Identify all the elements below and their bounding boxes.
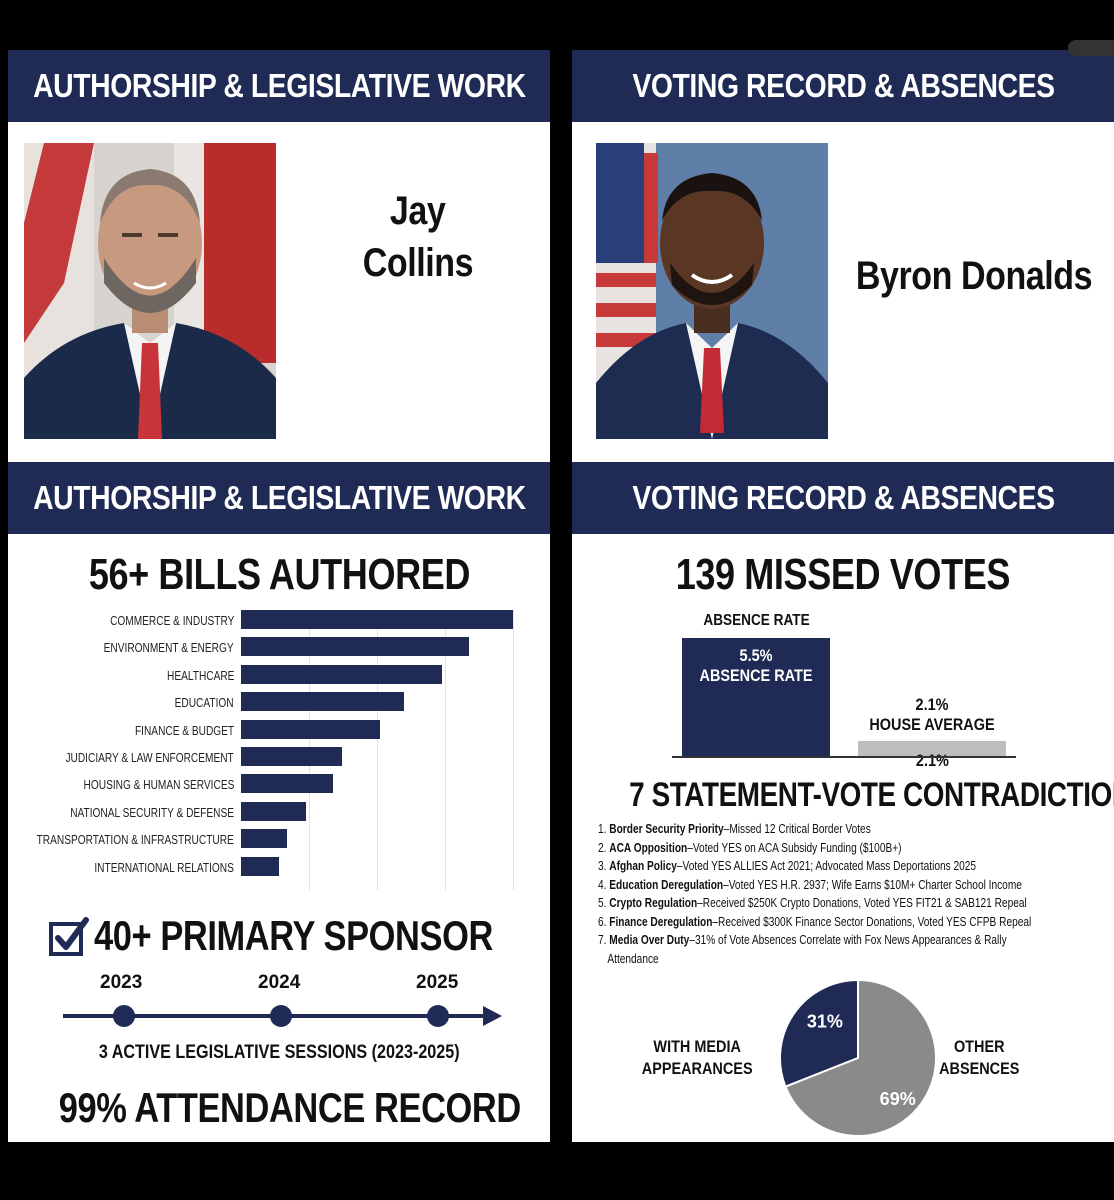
portrait-image — [596, 143, 828, 439]
timeline-line — [63, 1005, 502, 1027]
timeline-year-2025: 2025 — [416, 972, 459, 993]
person-name: Jay Collins — [362, 189, 474, 285]
media-absence-pie-chart: 31% 69% — [779, 978, 937, 1137]
category-label: HOUSING & HUMAN SERVICES — [83, 777, 234, 793]
category-label: ENVIRONMENT & ENERGY — [104, 640, 234, 656]
bar — [241, 610, 513, 629]
sessions-caption: 3 ACTIVE LEGISLATIVE SESSIONS (2023-2025… — [98, 1042, 460, 1063]
category-label: TRANSPORTATION & INFRASTRUCTURE — [36, 832, 234, 848]
bar — [241, 801, 307, 821]
contradiction-item: 5. Crypto Regulation–Received $250K Cryp… — [598, 895, 1027, 910]
contradictions-list: 1. Border Security Priority–Missed 12 Cr… — [598, 820, 1114, 968]
absence-value-label: 2.1% HOUSE AVERAGE — [869, 694, 995, 734]
pie-slice — [779, 978, 859, 1089]
portrait-image — [24, 143, 276, 439]
absence-bar — [858, 740, 1006, 756]
contradiction-item: Attendance — [607, 950, 659, 966]
panel-header: AUTHORSHIP & LEGISLATIVE WORK — [8, 50, 550, 122]
pie-value-label: 31% — [807, 1012, 843, 1032]
gridline — [377, 610, 378, 890]
portrait-photo-byron-donalds — [596, 143, 828, 439]
absence-bar-value: 2.1% — [915, 750, 949, 770]
contradiction-item: 4. Education Deregulation–Voted YES H.R.… — [598, 876, 1022, 892]
primary-sponsor-text: 40+ PRIMARY SPONSOR — [94, 912, 493, 959]
category-label: COMMERCE & INDUSTRY — [109, 613, 234, 628]
category-label: INTERNATIONAL RELATIONS — [94, 859, 234, 875]
category-label: FINANCE & BUDGET — [134, 722, 234, 738]
panel-header: AUTHORSHIP & LEGISLATIVE WORK — [8, 462, 550, 534]
panel-bottom-right: VOTING RECORD & ABSENCES 139 MISSED VOTE… — [572, 462, 1114, 1142]
contradictions-title: 7 STATEMENT-VOTE CONTRADICTIONS — [629, 776, 1114, 814]
pie-label-left: WITH MEDIA APPEARANCES — [641, 1037, 753, 1078]
panel-top-right: VOTING RECORD & ABSENCES Byron Donalds — [572, 50, 1114, 462]
gridline — [513, 610, 514, 890]
bar — [241, 829, 288, 849]
bar — [241, 774, 334, 794]
primary-sponsor-row: 40+ PRIMARY SPONSOR — [48, 912, 528, 962]
absence-rate-chart: 5.5% ABSENCE RATE 2.1% 2.1% HOUSE AVERAGE — [672, 632, 1022, 770]
bills-authored-title: 56+ BILLS AUTHORED — [88, 550, 470, 599]
pie-value-label: 69% — [880, 1089, 916, 1109]
bar — [241, 719, 380, 739]
contradiction-item: 2. ACA Opposition–Voted YES on ACA Subsi… — [598, 839, 902, 855]
corner-decoration — [1068, 40, 1114, 56]
missed-votes-title: 139 MISSED VOTES — [675, 550, 1011, 599]
category-label: NATIONAL SECURITY & DEFENSE — [70, 804, 234, 820]
timeline-year-2023: 2023 — [100, 972, 143, 993]
bar — [241, 692, 405, 712]
person-name: Byron Donalds — [855, 254, 1093, 298]
contradiction-item: 1. Border Security Priority–Missed 12 Cr… — [598, 821, 871, 836]
panel-header: VOTING RECORD & ABSENCES — [572, 50, 1114, 122]
absence-chart-title: ABSENCE RATE — [703, 612, 811, 629]
sessions-timeline: 2023 2024 2025 — [8, 972, 550, 1032]
attendance-record: 99% ATTENDANCE RECORD — [58, 1084, 522, 1131]
panel-top-left: AUTHORSHIP & LEGISLATIVE WORK Jay Collin… — [8, 50, 550, 462]
pie-label-right: OTHER ABSENCES — [939, 1037, 1020, 1078]
category-label: HEALTHCARE — [166, 667, 234, 683]
gridline — [445, 610, 446, 890]
category-label: JUDICIARY & LAW ENFORCEMENT — [65, 750, 234, 765]
absence-value-label: 5.5% ABSENCE RATE — [699, 646, 813, 685]
arrow-right-icon — [483, 1006, 502, 1026]
contradiction-item: 3. Afghan Policy–Voted YES ALLIES Act 20… — [598, 858, 977, 873]
timeline-dot — [427, 1005, 449, 1027]
category-label: EDUCATION — [175, 695, 234, 711]
bar — [241, 747, 342, 766]
bar — [241, 856, 280, 876]
contradiction-item: 7. Media Over Duty–31% of Vote Absences … — [598, 932, 1007, 947]
contradiction-item: 6. Finance Deregulation–Received $300K F… — [598, 913, 1032, 929]
timeline-dot — [270, 1005, 292, 1027]
panel-bottom-left: AUTHORSHIP & LEGISLATIVE WORK 56+ BILLS … — [8, 462, 550, 1142]
bills-by-category-chart: COMMERCE & INDUSTRY ENVIRONMENT & ENERGY H… — [8, 610, 550, 892]
checkbox-checked-icon — [49, 917, 89, 956]
absence-axis — [672, 756, 1016, 758]
pie-slice — [784, 978, 937, 1137]
bar — [241, 664, 443, 684]
absence-bar — [682, 638, 830, 756]
timeline-dot — [113, 1005, 135, 1027]
bar — [241, 637, 470, 657]
timeline-year-2024: 2024 — [258, 972, 301, 993]
panel-header: VOTING RECORD & ABSENCES — [572, 462, 1114, 534]
portrait-photo-jay-collins — [24, 143, 276, 439]
